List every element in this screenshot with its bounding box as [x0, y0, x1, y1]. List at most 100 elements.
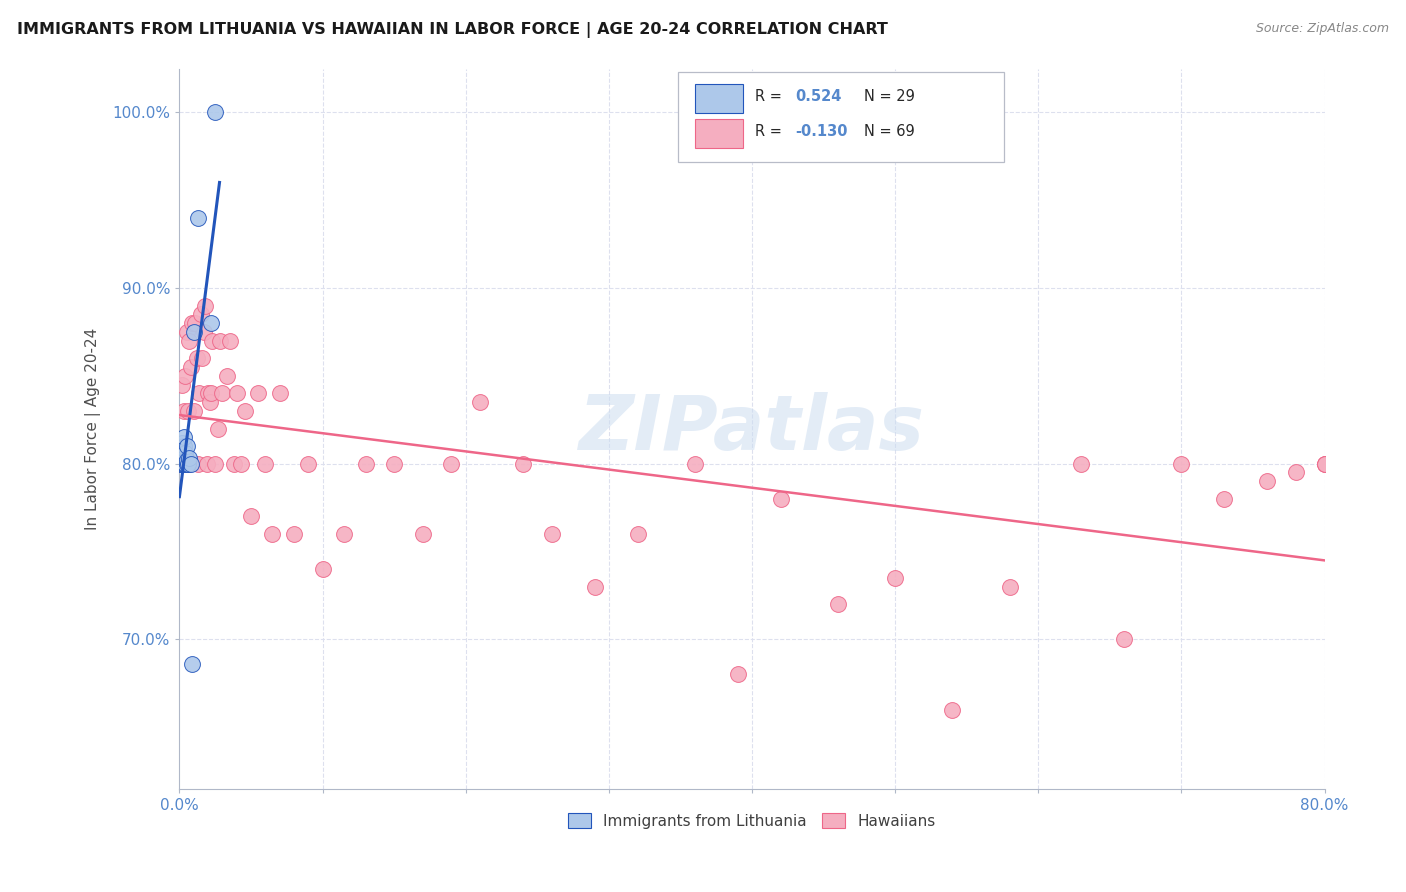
- Point: [172, 377, 194, 392]
- Point: [1313, 457, 1336, 471]
- Point: [225, 386, 247, 401]
- Text: R =: R =: [755, 89, 782, 104]
- Point: [998, 580, 1021, 594]
- Point: [173, 439, 195, 453]
- Point: [174, 457, 197, 471]
- Point: [727, 667, 749, 681]
- Point: [180, 457, 202, 471]
- Point: [174, 368, 197, 383]
- Point: [540, 527, 562, 541]
- Point: [827, 597, 849, 611]
- FancyBboxPatch shape: [678, 72, 1004, 162]
- Point: [683, 457, 706, 471]
- Point: [769, 491, 792, 506]
- Point: [193, 325, 215, 339]
- Text: N = 29: N = 29: [865, 89, 915, 104]
- Point: [1070, 457, 1092, 471]
- Text: Source: ZipAtlas.com: Source: ZipAtlas.com: [1256, 22, 1389, 36]
- Point: [190, 307, 212, 321]
- Text: R =: R =: [755, 124, 782, 139]
- Text: ZIPatlas: ZIPatlas: [579, 392, 925, 466]
- Point: [204, 457, 226, 471]
- Point: [884, 571, 907, 585]
- Point: [176, 325, 198, 339]
- Point: [172, 457, 194, 471]
- Point: [174, 457, 197, 471]
- Point: [233, 404, 256, 418]
- Point: [229, 457, 252, 471]
- Point: [283, 527, 305, 541]
- Point: [188, 386, 211, 401]
- Point: [354, 457, 377, 471]
- Text: -0.130: -0.130: [796, 124, 848, 139]
- Point: [172, 451, 194, 466]
- Point: [180, 360, 202, 375]
- Point: [170, 457, 193, 471]
- Bar: [695, 119, 742, 148]
- Point: [170, 457, 193, 471]
- Point: [1285, 466, 1308, 480]
- Point: [1313, 457, 1336, 471]
- Point: [173, 404, 195, 418]
- Point: [254, 457, 277, 471]
- Point: [269, 386, 291, 401]
- Point: [412, 527, 434, 541]
- Point: [174, 453, 197, 467]
- Point: [170, 457, 193, 471]
- Point: [198, 395, 221, 409]
- Point: [208, 334, 231, 348]
- Point: [173, 453, 195, 467]
- Point: [173, 457, 195, 471]
- Point: [1114, 632, 1136, 647]
- Point: [187, 211, 209, 225]
- Point: [247, 386, 270, 401]
- Point: [179, 451, 201, 466]
- Point: [179, 334, 201, 348]
- Point: [174, 446, 197, 460]
- Point: [170, 451, 193, 466]
- Point: [170, 442, 193, 457]
- Point: [222, 457, 245, 471]
- Point: [173, 457, 195, 471]
- Point: [200, 386, 222, 401]
- Point: [468, 395, 491, 409]
- Point: [195, 457, 218, 471]
- Point: [181, 316, 204, 330]
- Point: [184, 316, 207, 330]
- Point: [311, 562, 333, 576]
- Bar: [695, 85, 742, 113]
- Point: [176, 457, 198, 471]
- Text: 0.524: 0.524: [796, 89, 842, 104]
- Point: [173, 430, 195, 444]
- Point: [183, 404, 205, 418]
- Point: [181, 657, 204, 671]
- Point: [512, 457, 534, 471]
- Point: [204, 105, 226, 120]
- Point: [583, 580, 606, 594]
- Point: [172, 435, 194, 450]
- Point: [177, 404, 200, 418]
- Point: [941, 702, 963, 716]
- Point: [382, 457, 405, 471]
- Legend: Immigrants from Lithuania, Hawaiians: Immigrants from Lithuania, Hawaiians: [562, 806, 942, 835]
- Point: [179, 457, 201, 471]
- Text: N = 69: N = 69: [865, 124, 915, 139]
- Point: [262, 527, 284, 541]
- Point: [240, 509, 263, 524]
- Point: [201, 334, 224, 348]
- Point: [173, 450, 195, 464]
- Point: [172, 439, 194, 453]
- Point: [186, 351, 208, 366]
- Point: [333, 527, 356, 541]
- Point: [1170, 457, 1192, 471]
- Point: [183, 325, 205, 339]
- Point: [197, 386, 219, 401]
- Point: [297, 457, 319, 471]
- Point: [176, 439, 198, 453]
- Point: [194, 299, 217, 313]
- Point: [187, 457, 209, 471]
- Point: [626, 527, 648, 541]
- Point: [440, 457, 463, 471]
- Point: [211, 386, 233, 401]
- Point: [1313, 457, 1336, 471]
